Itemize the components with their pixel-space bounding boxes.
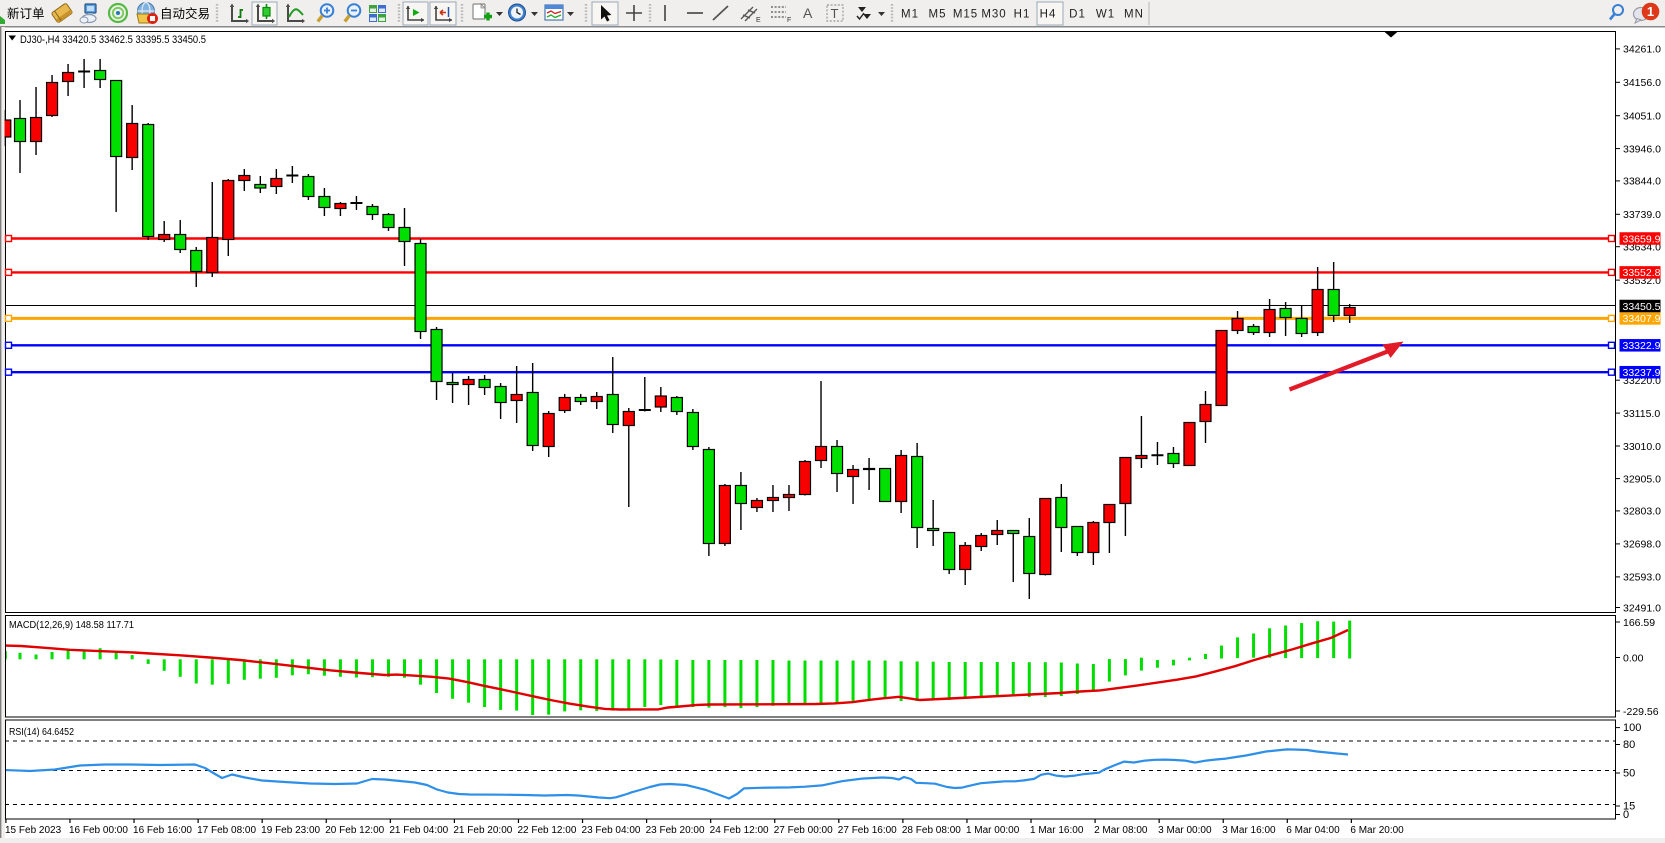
svg-text:M1: M1 [901, 9, 919, 21]
svg-text:0.00: 0.00 [1623, 652, 1644, 664]
svg-text:27 Feb 00:00: 27 Feb 00:00 [774, 825, 833, 836]
svg-text:166.59: 166.59 [1623, 617, 1655, 629]
svg-text:33407.9: 33407.9 [1623, 313, 1661, 325]
svg-text:33010.0: 33010.0 [1623, 441, 1661, 453]
svg-text:3 Mar 00:00: 3 Mar 00:00 [1158, 825, 1212, 836]
svg-text:1 Mar 16:00: 1 Mar 16:00 [1030, 825, 1084, 836]
svg-text:E: E [756, 17, 761, 24]
svg-text:MACD(12,26,9) 148.58 117.71: MACD(12,26,9) 148.58 117.71 [9, 620, 134, 631]
svg-text:0: 0 [1623, 809, 1629, 821]
svg-text:H1: H1 [1014, 9, 1031, 21]
svg-text:27 Feb 16:00: 27 Feb 16:00 [838, 825, 897, 836]
svg-text:16 Feb 16:00: 16 Feb 16:00 [133, 825, 192, 836]
svg-text:MN: MN [1124, 9, 1144, 21]
svg-text:19 Feb 23:00: 19 Feb 23:00 [261, 825, 320, 836]
svg-text:M5: M5 [929, 9, 947, 21]
svg-text:1: 1 [1647, 4, 1654, 19]
svg-text:M30: M30 [981, 9, 1006, 21]
svg-text:M15: M15 [953, 9, 978, 21]
svg-text:-229.56: -229.56 [1623, 706, 1659, 718]
svg-text:33739.0: 33739.0 [1623, 209, 1661, 221]
svg-text:33322.9: 33322.9 [1623, 340, 1661, 352]
svg-text:34156.0: 34156.0 [1623, 77, 1661, 89]
svg-text:A: A [803, 5, 813, 21]
svg-text:20 Feb 12:00: 20 Feb 12:00 [325, 825, 384, 836]
svg-text:1 Mar 00:00: 1 Mar 00:00 [966, 825, 1020, 836]
svg-text:15 Feb 2023: 15 Feb 2023 [5, 825, 62, 836]
svg-text:22 Feb 12:00: 22 Feb 12:00 [517, 825, 576, 836]
svg-text:15: 15 [1623, 801, 1635, 813]
svg-text:21 Feb 04:00: 21 Feb 04:00 [389, 825, 448, 836]
svg-text:D1: D1 [1069, 9, 1086, 21]
svg-text:RSI(14) 64.6452: RSI(14) 64.6452 [9, 727, 74, 738]
svg-text:23 Feb 20:00: 23 Feb 20:00 [646, 825, 705, 836]
svg-text:DJ30-,H4 33420.5 33462.5 3339: DJ30-,H4 33420.5 33462.5 33395.5 33450.5 [20, 34, 206, 46]
svg-text:33115.0: 33115.0 [1623, 408, 1660, 420]
svg-text:新订单: 新订单 [7, 6, 45, 21]
svg-text:50: 50 [1623, 768, 1635, 780]
svg-text:6 Mar 20:00: 6 Mar 20:00 [1350, 825, 1404, 836]
svg-text:33450.5: 33450.5 [1623, 301, 1661, 313]
svg-text:W1: W1 [1096, 9, 1115, 21]
svg-text:32803.0: 32803.0 [1623, 506, 1661, 518]
svg-text:33659.9: 33659.9 [1623, 233, 1661, 245]
svg-text:100: 100 [1623, 722, 1641, 734]
svg-text:32905.0: 32905.0 [1623, 473, 1661, 485]
svg-text:33844.0: 33844.0 [1623, 176, 1661, 188]
svg-text:H4: H4 [1040, 9, 1057, 21]
svg-text:32698.0: 32698.0 [1623, 539, 1661, 551]
svg-text:33946.0: 33946.0 [1623, 143, 1661, 155]
svg-text:24 Feb 12:00: 24 Feb 12:00 [710, 825, 769, 836]
svg-text:16 Feb 00:00: 16 Feb 00:00 [69, 825, 128, 836]
svg-text:32593.0: 32593.0 [1623, 572, 1661, 584]
svg-text:2 Mar 08:00: 2 Mar 08:00 [1094, 825, 1148, 836]
svg-text:F: F [787, 17, 791, 24]
svg-text:32491.0: 32491.0 [1623, 602, 1661, 614]
svg-text:21 Feb 20:00: 21 Feb 20:00 [453, 825, 512, 836]
svg-text:17 Feb 08:00: 17 Feb 08:00 [197, 825, 256, 836]
svg-text:T: T [831, 6, 839, 21]
svg-text:自动交易: 自动交易 [160, 6, 210, 21]
svg-text:34051.0: 34051.0 [1623, 111, 1661, 123]
svg-text:6 Mar 04:00: 6 Mar 04:00 [1286, 825, 1340, 836]
svg-text:28 Feb 08:00: 28 Feb 08:00 [902, 825, 961, 836]
svg-text:34261.0: 34261.0 [1623, 44, 1661, 56]
svg-text:3 Mar 16:00: 3 Mar 16:00 [1222, 825, 1276, 836]
svg-text:80: 80 [1623, 739, 1635, 751]
svg-text:23 Feb 04:00: 23 Feb 04:00 [582, 825, 641, 836]
svg-text:33237.9: 33237.9 [1623, 367, 1661, 379]
svg-text:33552.8: 33552.8 [1623, 267, 1661, 279]
